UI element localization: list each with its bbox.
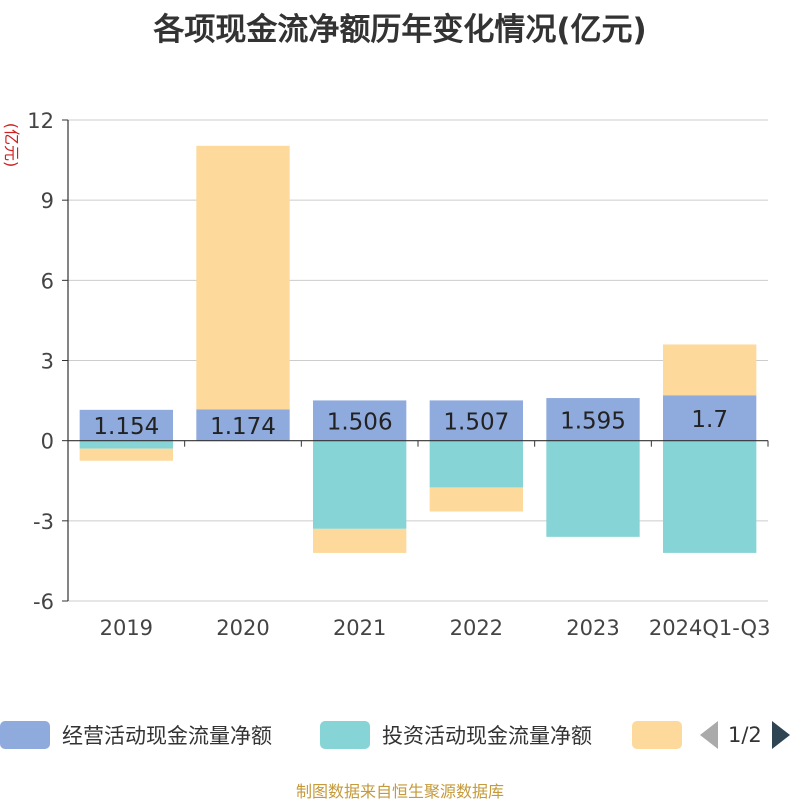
- legend-item-third[interactable]: [632, 716, 682, 754]
- data-label: 1.507: [443, 410, 509, 436]
- bar-series-0-2021[interactable]: [313, 400, 407, 441]
- bar-series-0-2024Q1-Q3[interactable]: [663, 395, 757, 441]
- bar-series-2-2022[interactable]: [429, 487, 523, 512]
- bar-series-1-2021[interactable]: [313, 440, 407, 529]
- bar-series-2-2021[interactable]: [313, 528, 407, 553]
- bar-series-0-2023[interactable]: [546, 398, 640, 441]
- legend-page-indicator: 1/2: [728, 723, 762, 747]
- bar-series-2-2024Q1-Q3[interactable]: [663, 344, 757, 396]
- y-tick-label: 12: [27, 109, 54, 133]
- bar-series-0-2022[interactable]: [429, 400, 523, 441]
- x-tick-label: 2023: [566, 616, 619, 640]
- y-tick-label: 9: [41, 189, 54, 213]
- y-tick-label: 0: [41, 430, 54, 454]
- bar-series-1-2022[interactable]: [429, 440, 523, 488]
- x-tick-label: 2021: [333, 616, 386, 640]
- data-label: 1.506: [327, 410, 393, 436]
- source-note: 制图数据来自恒生聚源数据库: [295, 782, 504, 801]
- y-tick-label: 6: [41, 269, 54, 293]
- y-tick-label: -3: [33, 510, 54, 534]
- legend-swatch-third: [632, 721, 682, 749]
- legend-prev-page-icon[interactable]: [700, 721, 718, 749]
- y-tick-label: -6: [33, 590, 54, 614]
- legend-item-operating[interactable]: 经营活动现金流量净额: [0, 716, 272, 754]
- data-label: 1.174: [210, 414, 276, 440]
- legend-item-investing[interactable]: 投资活动现金流量净额: [320, 716, 592, 754]
- x-tick-label: 2020: [216, 616, 269, 640]
- bar-series-1-2019[interactable]: [79, 440, 173, 449]
- bar-series-1-2023[interactable]: [546, 440, 640, 537]
- legend-label-investing: 投资活动现金流量净额: [382, 724, 592, 748]
- chart-title: 各项现金流净额历年变化情况(亿元): [153, 12, 647, 48]
- legend: 经营活动现金流量净额 投资活动现金流量净额 1/2: [0, 716, 800, 754]
- bar-series-2-2020[interactable]: [196, 145, 290, 410]
- legend-next-page-icon[interactable]: [771, 721, 790, 749]
- data-label: 1.595: [560, 408, 626, 434]
- x-tick-label: 2022: [450, 616, 503, 640]
- bar-series-0-2020[interactable]: [196, 409, 290, 441]
- legend-pager: 1/2: [700, 716, 790, 754]
- x-tick-label: 2024Q1-Q3: [649, 616, 771, 640]
- y-tick-label: 3: [41, 350, 54, 374]
- legend-swatch-investing: [320, 721, 370, 749]
- y-axis-label: (亿元): [2, 123, 21, 168]
- data-label: 1.7: [691, 407, 728, 433]
- legend-swatch-operating: [0, 721, 50, 749]
- bar-series-2-2019[interactable]: [79, 448, 173, 461]
- x-tick-label: 2019: [100, 616, 153, 640]
- data-label: 1.154: [93, 414, 159, 440]
- bar-series-0-2019[interactable]: [79, 409, 173, 441]
- legend-label-operating: 经营活动现金流量净额: [62, 724, 272, 748]
- bar-series-1-2024Q1-Q3[interactable]: [663, 440, 757, 553]
